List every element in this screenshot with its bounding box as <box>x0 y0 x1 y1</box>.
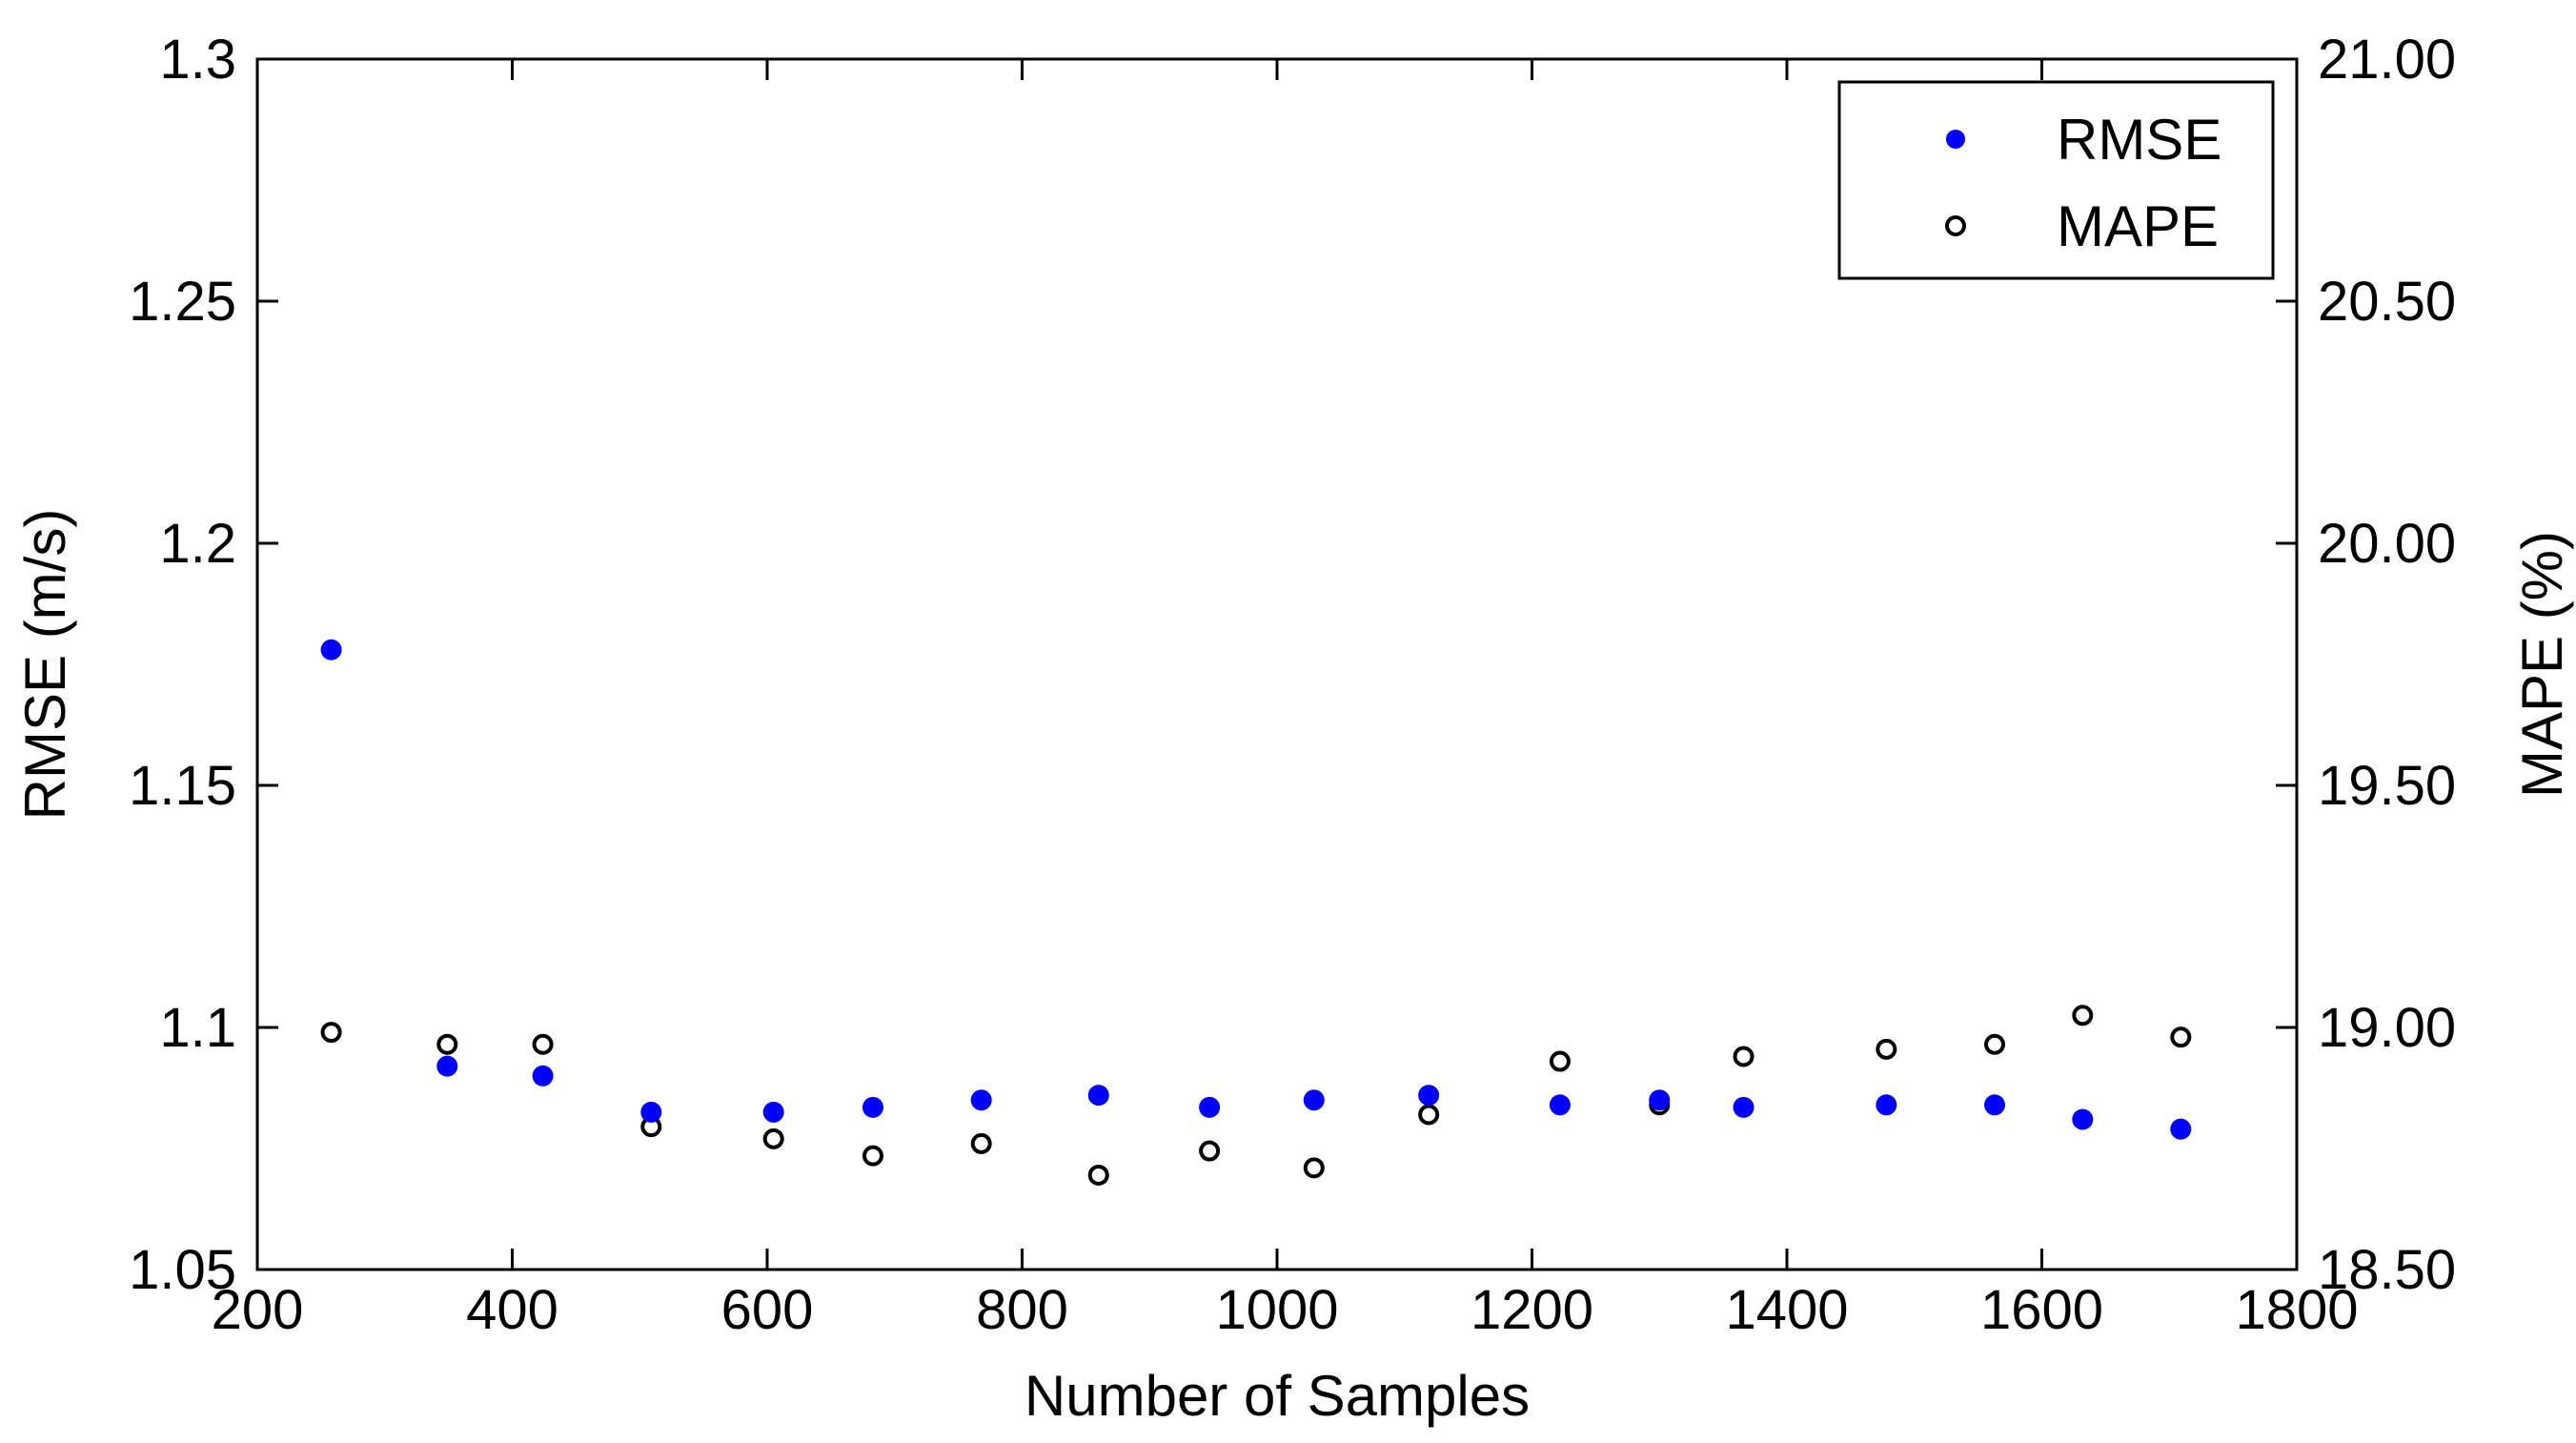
rmse-point <box>970 1089 992 1111</box>
mape-point <box>1199 1140 1221 1162</box>
rmse-point <box>2072 1108 2094 1130</box>
x-tick-label: 1000 <box>1215 1279 1338 1341</box>
x-axis-ticks: 200 400 600 800 1000 1200 1400 1600 1800 <box>212 59 2359 1341</box>
rmse-point <box>532 1065 554 1087</box>
right-y-tick-label: 20.00 <box>2318 513 2456 575</box>
mape-point <box>1418 1104 1440 1126</box>
x-tick-label: 600 <box>721 1279 814 1341</box>
x-tick-label: 800 <box>976 1279 1068 1341</box>
x-tick-label: 200 <box>212 1279 304 1341</box>
mape-series <box>320 1005 2192 1186</box>
mape-point <box>532 1033 554 1055</box>
mape-point <box>762 1128 784 1149</box>
left-y-tick-label: 1.25 <box>129 271 236 333</box>
rmse-point <box>1549 1094 1571 1116</box>
x-axis-label: Number of Samples <box>1024 1364 1530 1428</box>
x-tick-label: 1600 <box>1980 1279 2103 1341</box>
mape-point <box>320 1022 342 1044</box>
right-y-tick-label: 19.00 <box>2318 997 2456 1059</box>
mape-point <box>1733 1046 1755 1067</box>
mape-point <box>1876 1038 1897 1060</box>
x-tick-label: 400 <box>466 1279 558 1341</box>
rmse-point <box>1733 1096 1755 1118</box>
left-y-axis-label: RMSE (m/s) <box>13 509 77 821</box>
mape-point <box>862 1145 884 1167</box>
right-y-axis-label: MAPE (%) <box>2510 531 2574 798</box>
right-y-tick-label: 20.50 <box>2318 271 2456 333</box>
legend-label-mape: MAPE <box>2057 194 2219 258</box>
mape-point <box>436 1033 458 1055</box>
rmse-point <box>862 1096 884 1118</box>
mape-point <box>1984 1033 2006 1055</box>
legend-marker-mape <box>1945 215 1966 236</box>
left-y-tick-label: 1.05 <box>129 1239 236 1301</box>
rmse-point <box>2170 1118 2192 1140</box>
left-y-axis-ticks: 1.05 1.1 1.15 1.2 1.25 1.3 <box>129 29 278 1301</box>
rmse-point <box>320 639 342 661</box>
rmse-point <box>1876 1094 1897 1116</box>
mape-point <box>1303 1157 1325 1179</box>
right-y-tick-label: 19.50 <box>2318 755 2456 817</box>
right-y-axis-ticks: 18.50 19.00 19.50 20.00 20.50 21.00 <box>2276 29 2456 1301</box>
right-y-tick-label: 18.50 <box>2318 1239 2456 1301</box>
x-tick-label: 1200 <box>1471 1279 1593 1341</box>
left-y-tick-label: 1.1 <box>159 997 236 1059</box>
rmse-point <box>1418 1085 1440 1107</box>
mape-point <box>1549 1050 1571 1072</box>
rmse-point <box>1199 1096 1221 1118</box>
legend-marker-rmse <box>1946 130 1965 149</box>
mape-point <box>2072 1005 2094 1026</box>
rmse-point <box>1984 1094 2006 1116</box>
right-y-tick-label: 21.00 <box>2318 29 2456 91</box>
rmse-point <box>640 1101 662 1123</box>
rmse-point <box>1649 1089 1671 1111</box>
rmse-point <box>1303 1089 1325 1111</box>
rmse-point <box>436 1055 458 1077</box>
left-y-tick-label: 1.3 <box>159 29 236 91</box>
x-tick-label: 1400 <box>1725 1279 1848 1341</box>
left-y-tick-label: 1.2 <box>159 513 236 575</box>
mape-point <box>970 1132 992 1154</box>
legend-label-rmse: RMSE <box>2057 108 2221 172</box>
legend: RMSE MAPE <box>1837 80 2275 280</box>
x-tick-label: 1800 <box>2235 1279 2358 1341</box>
rmse-point <box>762 1101 784 1123</box>
rmse-series <box>320 639 2192 1140</box>
rmse-point <box>1087 1085 1109 1107</box>
legend-box <box>1837 80 2275 280</box>
mape-point <box>2170 1026 2192 1048</box>
mape-point <box>1087 1164 1109 1186</box>
left-y-tick-label: 1.15 <box>129 755 236 817</box>
